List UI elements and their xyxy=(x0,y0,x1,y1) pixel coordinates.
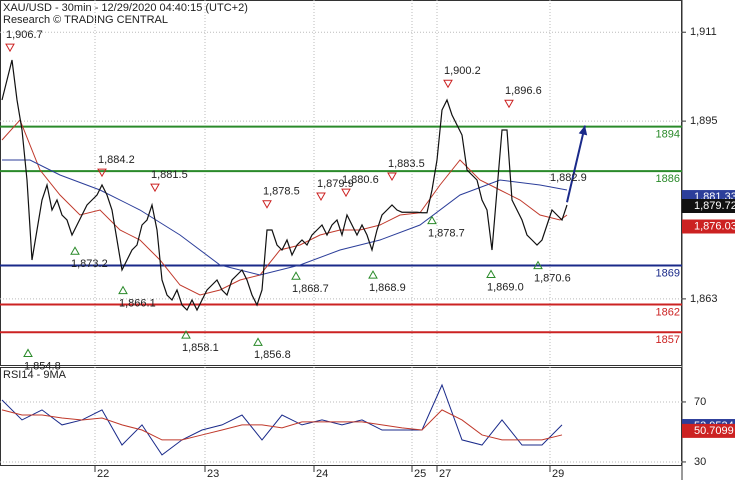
annotation-label: 1,868.7 xyxy=(292,283,329,295)
high-marker xyxy=(5,43,15,53)
price-tag-label: 1,876.03 xyxy=(694,220,735,232)
chart-subtitle: Research © TRADING CENTRAL xyxy=(3,14,168,26)
annotation-label: 1,883.5 xyxy=(388,158,425,170)
low-marker xyxy=(533,260,543,270)
annotation-label: 1,870.6 xyxy=(534,273,571,285)
y-tick-label: 1,895 xyxy=(690,115,718,127)
level-label: 1857 xyxy=(656,334,680,346)
annotation-label: 1,878.5 xyxy=(263,186,300,198)
low-marker xyxy=(70,246,80,255)
high-marker xyxy=(262,200,272,209)
rsi-line xyxy=(1,383,563,456)
x-tick-label: 23 xyxy=(207,468,219,480)
level-label: 1869 xyxy=(656,267,680,279)
rsi-tag xyxy=(682,423,735,438)
price-tag xyxy=(682,199,735,213)
low-marker xyxy=(118,285,128,295)
y-tick-label: 1,863 xyxy=(690,293,718,305)
annotation-label: 1,880.6 xyxy=(342,174,379,186)
moving-average xyxy=(2,159,568,276)
annotation-label: 1,896.6 xyxy=(505,85,542,97)
annotation-label: 1,856.8 xyxy=(254,349,291,361)
price-tag xyxy=(682,219,735,234)
level-label: 1894 xyxy=(656,129,680,141)
annotation-label: 1,881.5 xyxy=(151,169,188,181)
rsi-tag-label: 50.7099 xyxy=(694,425,734,437)
annotation-label: 1,866.1 xyxy=(119,298,156,310)
annotation-label: 1,854.8 xyxy=(24,360,61,372)
rsi-title: RSI14 - 9MA xyxy=(3,369,67,381)
y-tick-label: 30 xyxy=(694,456,706,468)
annotation-label: 1,882.9 xyxy=(550,172,587,184)
x-tick-label: 29 xyxy=(552,468,564,480)
rsi-line xyxy=(1,409,563,441)
low-marker xyxy=(181,330,191,339)
low-marker xyxy=(427,215,437,225)
high-marker xyxy=(504,99,514,109)
rsi-panel xyxy=(0,367,682,466)
high-marker xyxy=(341,188,351,198)
x-tick-label: 22 xyxy=(97,468,109,480)
low-marker xyxy=(486,269,496,279)
x-tick-label: 27 xyxy=(439,468,451,480)
x-tick-label: 25 xyxy=(414,468,426,480)
annotation-label: 1,878.7 xyxy=(428,228,465,240)
x-tick-label: 24 xyxy=(316,468,328,480)
annotation-label: 1,869.0 xyxy=(487,281,524,293)
annotation-label: 1,868.9 xyxy=(369,282,406,294)
forecast-arrow xyxy=(566,125,586,203)
annotation-label: 1,900.2 xyxy=(444,65,481,77)
price-tag-label: 1,879.72 xyxy=(694,200,735,212)
low-marker xyxy=(368,270,378,279)
high-marker xyxy=(387,172,397,182)
arrow-head xyxy=(578,125,588,136)
chart-title: XAU/USD - 30min - 12/29/2020 04:40:15 (U… xyxy=(3,2,248,14)
level-label: 1886 xyxy=(656,173,680,185)
high-marker xyxy=(443,79,453,89)
high-marker xyxy=(150,183,160,193)
annotation-label: 1,858.1 xyxy=(182,342,219,354)
annotation-label: 1,879.9 xyxy=(317,178,354,190)
annotation-label: 1,906.7 xyxy=(6,29,43,41)
low-marker xyxy=(23,348,33,357)
high-marker xyxy=(97,168,107,178)
high-marker xyxy=(316,192,326,202)
low-marker xyxy=(291,271,301,280)
y-tick-label: 1,911 xyxy=(690,26,717,38)
annotation-label: 1,873.2 xyxy=(71,258,108,270)
level-label: 1862 xyxy=(656,306,680,318)
y-tick-label: 70 xyxy=(694,396,706,408)
low-marker xyxy=(253,337,263,346)
price-line xyxy=(1,59,568,312)
annotation-label: 1,884.2 xyxy=(98,154,135,166)
